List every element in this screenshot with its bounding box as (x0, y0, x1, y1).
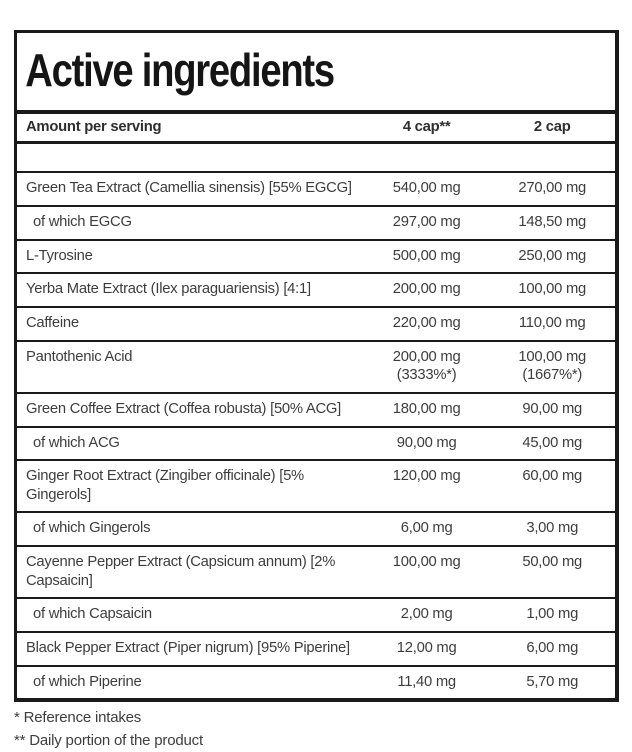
amount-cap4-cell: 200,00 mg (3333%*) (363, 340, 490, 394)
amount-cap4-cell: 12,00 mg (363, 632, 490, 667)
ingredient-name: of which EGCG (17, 206, 364, 241)
table-header-row: Amount per serving 4 cap** 2 cap (17, 109, 615, 144)
amount-cap4-cell: 90,00 mg (363, 426, 490, 462)
amount-value: 45,00 mg (522, 434, 583, 451)
table-row: Caffeine 220,00 mg 110,00 mg (17, 306, 615, 342)
amount-value: 540,00 mg (392, 180, 461, 197)
table-row: of which Capsaicin 2,00 mg 1,00 mg (17, 598, 615, 633)
footnotes: * Reference intakes ** Daily portion of … (14, 706, 203, 752)
amount-cap2-cell: 60,00 mg (489, 460, 615, 514)
amount-value: 12,00 mg (396, 640, 457, 656)
amount-cap4-cell: 2,00 mg (363, 598, 490, 633)
amount-cap2-cell: 270,00 mg (489, 172, 615, 208)
amount-value: 50,00 mg (522, 554, 583, 571)
amount-value: 11,40 mg (397, 673, 456, 690)
amount-value: 90,00 mg (522, 400, 583, 417)
ingredient-name: Yerba Mate Extract (Ilex paraguariensis)… (17, 273, 364, 308)
amount-cap2-cell: 50,00 mg (489, 546, 615, 600)
table-row: Green Coffee Extract (Coffea robusta) [5… (17, 392, 615, 428)
amount-value: 1,00 mg (526, 606, 579, 623)
amount-cap4-cell: 180,00 mg (363, 392, 490, 428)
amount-value: 110,00 mg (518, 314, 586, 331)
ingredient-name: Ginger Root Extract (Zingiber officinale… (17, 460, 364, 514)
panel-title: Active ingredients (25, 44, 335, 96)
ingredient-name: of which Gingerols (17, 512, 364, 548)
amount-cap4-cell: 200,00 mg (363, 273, 490, 308)
ingredient-name: of which Capsaicin (17, 598, 364, 633)
amount-cap2-cell: 90,00 mg (489, 392, 615, 428)
table-row: Pantothenic Acid 200,00 mg (3333%*) 100,00 … (17, 340, 615, 394)
table-row: L-Tyrosine 500,00 mg 250,00 mg (17, 239, 615, 275)
ingredient-name: Green Tea Extract (Camellia sinensis) [5… (17, 172, 364, 208)
amount-reference-note: (1667%*) (522, 367, 583, 384)
table-row: Yerba Mate Extract (Ilex paraguariensis)… (17, 273, 615, 308)
amount-cap2-cell: 100,00 mg (489, 273, 615, 308)
amount-cap2-cell: 6,00 mg (489, 632, 615, 667)
amount-cap4-cell: 220,00 mg (363, 306, 490, 342)
header-4-cap: 4 cap** (363, 109, 490, 144)
amount-value: 200,00 mg (392, 348, 461, 365)
supplement-facts-panel: Active ingredients Amount per serving 4 … (14, 30, 619, 703)
footnote-reference-intakes: * Reference intakes (14, 709, 142, 726)
amount-value: 500,00 mg (392, 247, 461, 264)
table-row: Black Pepper Extract (Piper nigrum) [95%… (17, 632, 615, 667)
amount-cap2-cell: 250,00 mg (489, 239, 615, 275)
table-row: Ginger Root Extract (Zingiber officinale… (17, 460, 615, 514)
amount-value: 180,00 mg (392, 400, 461, 417)
amount-value: 100,00 mg (518, 281, 587, 298)
ingredient-name: L-Tyrosine (17, 239, 364, 275)
amount-value: 270,00 mg (518, 180, 587, 197)
ingredient-name: Black Pepper Extract (Piper nigrum) [95%… (17, 632, 364, 667)
amount-value: 100,00 mg (518, 348, 587, 365)
ingredients-table: Amount per serving 4 cap** 2 cap Green T… (17, 109, 615, 698)
amount-value: 297,00 mg (392, 214, 461, 231)
amount-value: 250,00 mg (518, 247, 587, 264)
table-row: of which Piperine 11,40 mg 5,70 mg (17, 666, 615, 699)
ingredients-body: Green Tea Extract (Camellia sinensis) [5… (17, 142, 615, 698)
amount-cap4-cell: 100,00 mg (363, 546, 490, 600)
spacer-row (17, 142, 615, 174)
amount-cap2-cell: 148,50 mg (489, 206, 615, 241)
amount-value: 220,00 mg (392, 314, 461, 331)
ingredient-name: Green Coffee Extract (Coffea robusta) [5… (17, 392, 364, 428)
amount-cap2-cell: 100,00 mg (1667%*) (489, 340, 615, 394)
table-row: of which Gingerols 6,00 mg 3,00 mg (17, 512, 615, 548)
amount-cap4-cell: 11,40 mg (364, 666, 490, 699)
amount-value: 3,00 mg (526, 520, 579, 537)
amount-value: 100,00 mg (392, 554, 461, 571)
table-row: Green Tea Extract (Camellia sinensis) [5… (17, 172, 615, 208)
ingredient-name: of which ACG (17, 426, 364, 462)
amount-cap4-cell: 297,00 mg (363, 206, 490, 241)
amount-cap2-cell: 3,00 mg (489, 512, 615, 548)
amount-cap2-cell: 110,00 mg (489, 306, 615, 342)
amount-cap4-cell: 120,00 mg (363, 460, 490, 514)
ingredient-name: of which Piperine (33, 673, 142, 690)
amount-cap4-cell: 540,00 mg (363, 172, 490, 208)
amount-value: 60,00 mg (522, 468, 583, 485)
header-amount-per-serving: Amount per serving (17, 109, 364, 144)
footnote-daily-portion: ** Daily portion of the product (14, 732, 203, 749)
header-2-cap: 2 cap (489, 109, 615, 144)
amount-value: 90,00 mg (396, 434, 457, 451)
ingredient-name: Pantothenic Acid (17, 340, 364, 394)
amount-value: 5,70 mg (526, 673, 579, 690)
amount-cap2-cell: 5,70 mg (489, 666, 615, 699)
amount-cap2-cell: 1,00 mg (489, 598, 615, 633)
ingredient-name: Cayenne Pepper Extract (Capsicum annum) … (17, 546, 364, 600)
amount-cap2-cell: 45,00 mg (489, 426, 615, 462)
ingredient-name: Caffeine (17, 306, 364, 342)
amount-cap4-cell: 500,00 mg (363, 239, 490, 275)
table-row: Cayenne Pepper Extract (Capsicum annum) … (17, 546, 615, 600)
amount-value: 6,00 mg (526, 640, 579, 656)
amount-cap4-cell: 6,00 mg (363, 512, 490, 548)
spacer-cell (17, 142, 615, 174)
amount-reference-note: (3333%*) (396, 367, 457, 384)
amount-value: 148,50 mg (518, 214, 587, 231)
amount-value: 200,00 mg (392, 281, 461, 298)
amount-value: 2,00 mg (400, 606, 453, 623)
amount-value: 120,00 mg (392, 468, 461, 485)
table-row: of which ACG 90,00 mg 45,00 mg (17, 426, 615, 462)
amount-value: 6,00 mg (400, 520, 453, 537)
table-row: of which EGCG 297,00 mg 148,50 mg (17, 206, 615, 241)
